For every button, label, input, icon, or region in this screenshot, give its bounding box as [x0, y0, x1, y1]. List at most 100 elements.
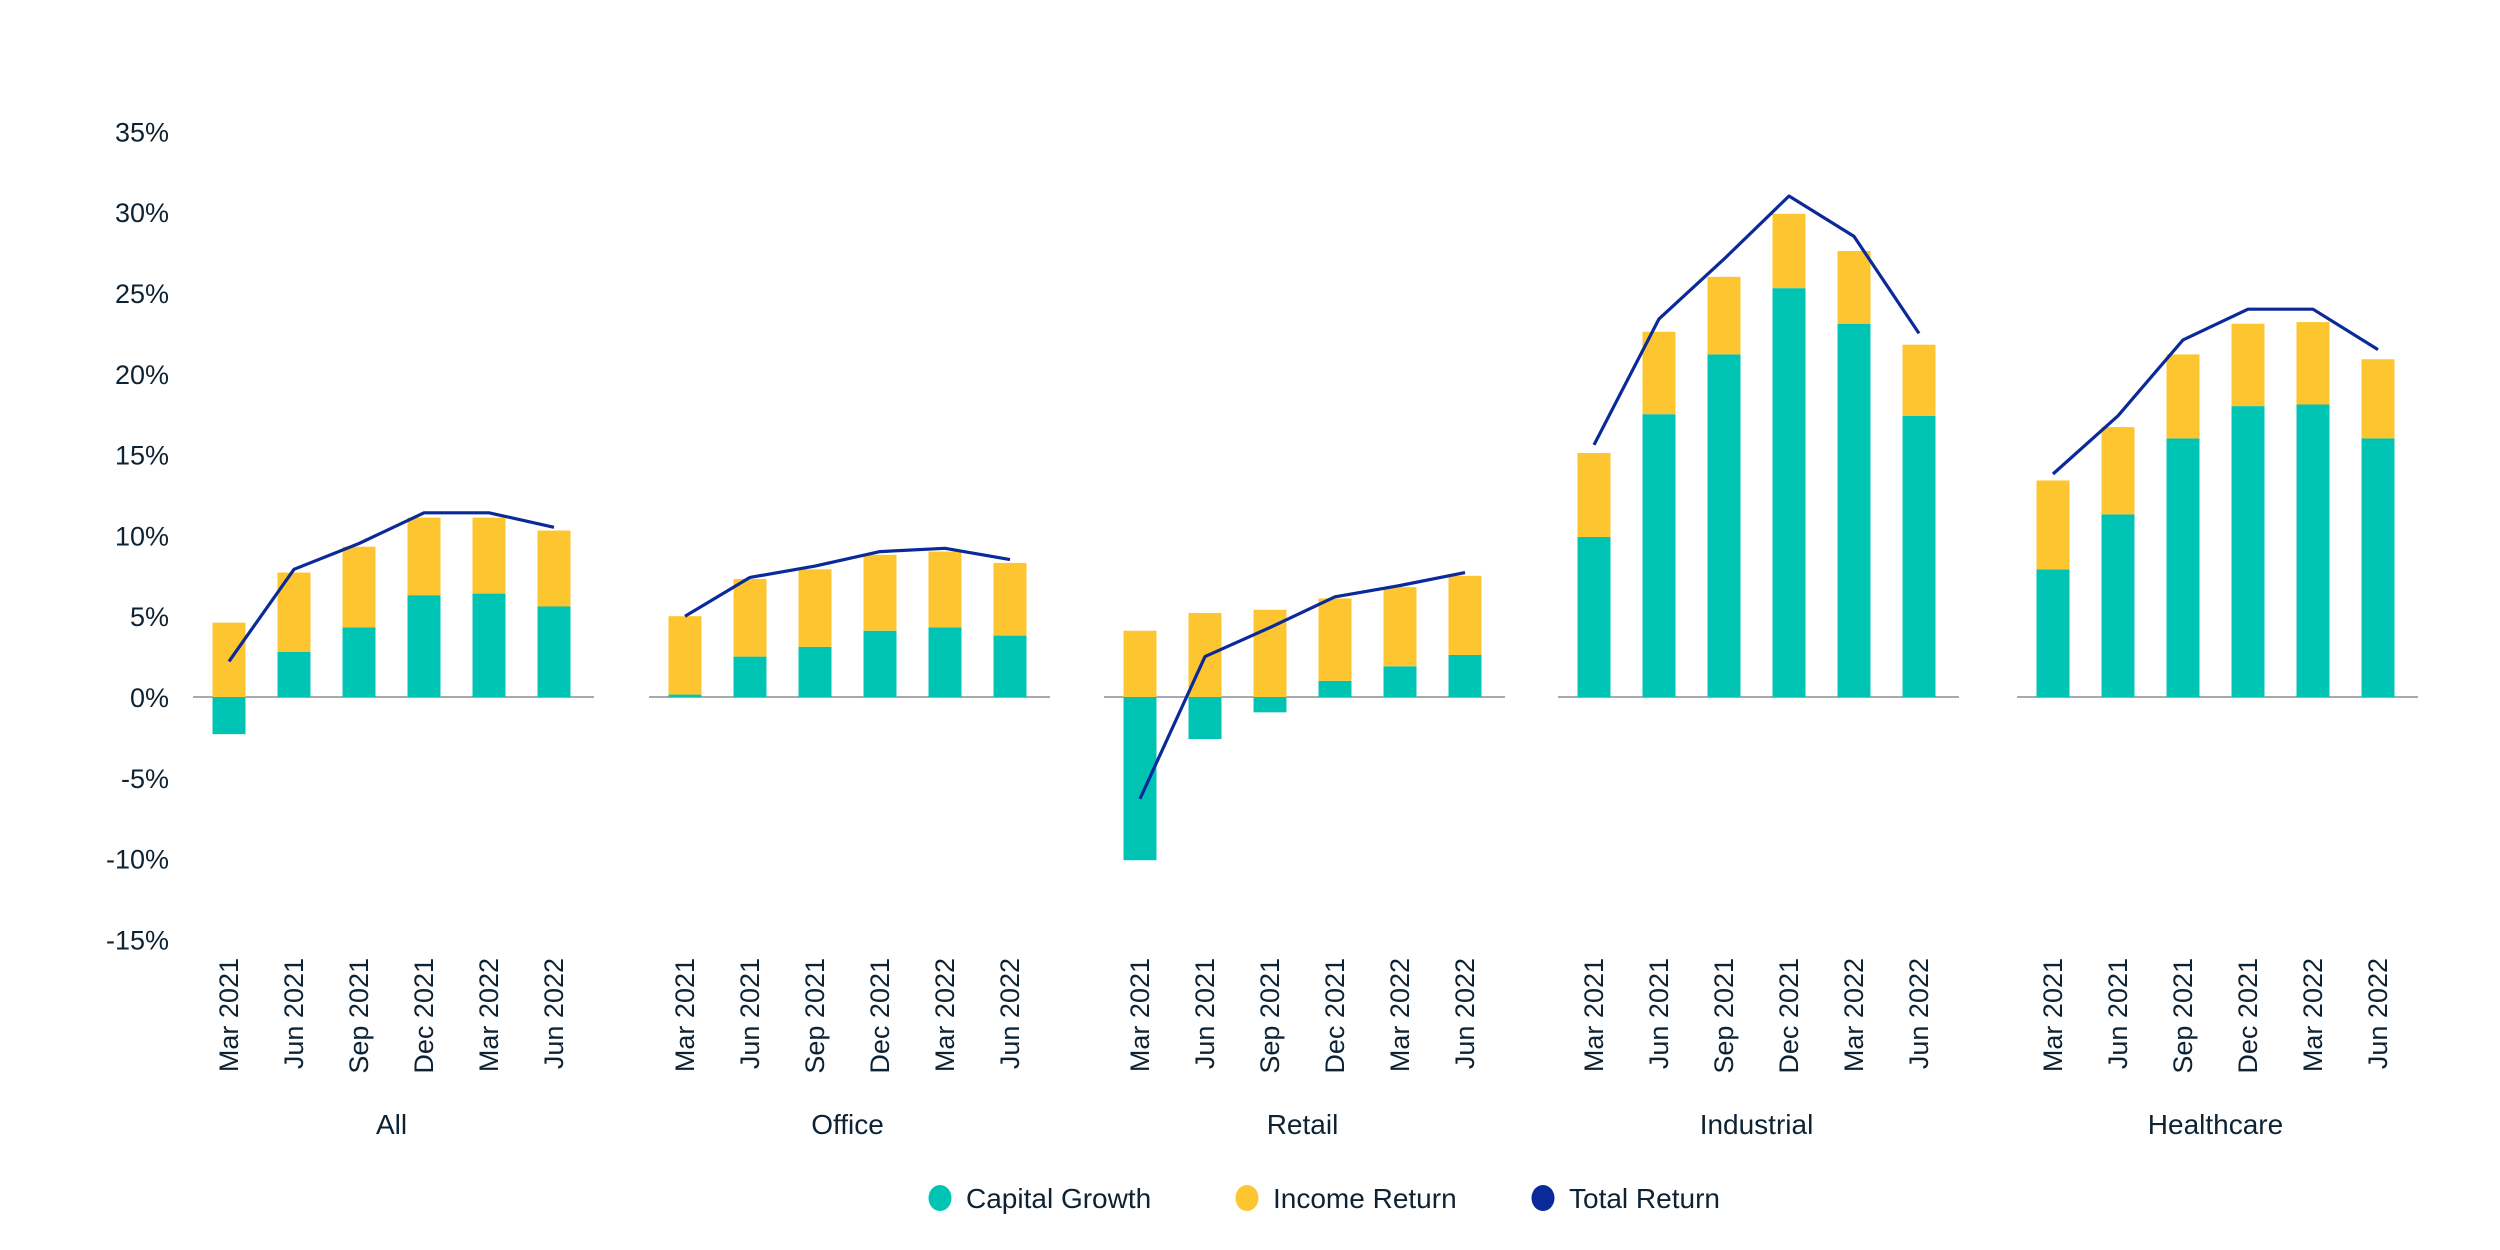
- legend-label: Total Return: [1569, 1183, 1720, 1214]
- group-healthcare: Mar 2021 Jun 2021 Sep 2021 Dec 2021 Mar 2022…: [2017, 307, 2418, 1140]
- x-tick-label: Mar 2021: [1125, 958, 1155, 1072]
- bar-income-return: [2166, 354, 2200, 439]
- legend-item-total-return: Total Return: [1531, 1183, 1720, 1214]
- bar-income-return: [1123, 630, 1157, 697]
- group-office: Mar 2021 Jun 2021 Sep 2021 Dec 2021 Mar 2022…: [649, 546, 1050, 1140]
- x-tick-label: Mar 2021: [1579, 958, 1609, 1072]
- x-tick-label: Sep 2021: [2168, 958, 2198, 1074]
- bar-capital-growth: [1123, 697, 1157, 861]
- bar-capital-growth: [1448, 654, 1482, 697]
- bar-capital-growth: [407, 595, 441, 697]
- bar-income-return: [407, 517, 441, 596]
- legend-item-income-return: Income Return: [1235, 1183, 1457, 1214]
- x-tick-label: Mar 2022: [1839, 958, 1869, 1072]
- y-tick-label: 0%: [130, 683, 169, 713]
- bar-capital-growth: [277, 651, 311, 697]
- x-tick-label: Sep 2021: [800, 958, 830, 1074]
- bar-income-return: [2036, 480, 2070, 570]
- x-tick-label: Mar 2022: [1385, 958, 1415, 1072]
- group-label: Office: [811, 1109, 884, 1140]
- x-tick-label: Mar 2022: [930, 958, 960, 1072]
- bar-capital-growth: [2101, 514, 2135, 697]
- line-total-return: [1592, 194, 1921, 446]
- bar-income-return: [1383, 587, 1417, 667]
- x-tick-label: Mar 2022: [474, 958, 504, 1072]
- chart-groups: Mar 2021 Jun 2021 Sep 2021 Dec 2021 Mar 2022…: [193, 194, 2418, 1140]
- x-tick-label: Mar 2021: [670, 958, 700, 1072]
- x-tick-label: Sep 2021: [1709, 958, 1739, 1074]
- legend-label: Income Return: [1273, 1183, 1457, 1214]
- bar-capital-growth: [1253, 697, 1287, 713]
- y-tick-label: 20%: [115, 360, 169, 390]
- bar-capital-growth: [2166, 438, 2200, 697]
- bar-capital-growth: [342, 627, 376, 697]
- bar-capital-growth: [1707, 354, 1741, 697]
- bar-capital-growth: [1188, 697, 1222, 740]
- line-total-return: [2051, 307, 2379, 476]
- x-tick-label: Dec 2021: [1320, 958, 1350, 1074]
- bar-capital-growth: [928, 627, 962, 697]
- bar-income-return: [733, 579, 767, 657]
- group-label: Healthcare: [2148, 1109, 2283, 1140]
- bar-capital-growth: [2361, 438, 2395, 697]
- bar-capital-growth: [733, 656, 767, 697]
- group-industrial: Mar 2021 Jun 2021 Sep 2021 Dec 2021 Mar 2022…: [1558, 194, 1959, 1140]
- y-tick-label: 25%: [115, 279, 169, 309]
- legend: Capital Growth Income Return Total Return: [928, 1183, 1720, 1214]
- bar-income-return: [2296, 322, 2330, 405]
- bar-capital-growth: [1318, 680, 1352, 697]
- x-tick-label: Dec 2021: [2233, 958, 2263, 1074]
- bar-income-return: [863, 554, 897, 631]
- group-label: Industrial: [1700, 1109, 1814, 1140]
- bar-income-return: [1448, 575, 1482, 655]
- y-tick-label: -5%: [121, 764, 169, 794]
- x-tick-label: Sep 2021: [344, 958, 374, 1074]
- bar-capital-growth: [2296, 404, 2330, 697]
- bar-income-return: [1772, 213, 1806, 289]
- y-tick-label: 5%: [130, 602, 169, 632]
- bar-income-return: [342, 546, 376, 628]
- y-tick-label: -15%: [106, 925, 169, 955]
- x-tick-label: Jun 2021: [1190, 958, 1220, 1069]
- x-tick-label: Jun 2022: [539, 958, 569, 1069]
- y-axis: 35% 30% 25% 20% 15% 10% 5% 0% -5% -10% -15%: [106, 117, 169, 955]
- bar-capital-growth: [1642, 414, 1676, 697]
- bar-capital-growth: [1577, 537, 1611, 697]
- bar-income-return: [993, 562, 1027, 636]
- x-tick-label: Sep 2021: [1255, 958, 1285, 1074]
- bar-capital-growth: [798, 646, 832, 697]
- bar-income-return: [798, 569, 832, 647]
- x-tick-label: Jun 2021: [2103, 958, 2133, 1069]
- bar-capital-growth: [1837, 323, 1871, 697]
- x-tick-label: Mar 2022: [2298, 958, 2328, 1072]
- bar-capital-growth: [537, 606, 571, 697]
- bar-income-return: [668, 616, 702, 695]
- legend-swatch: [1531, 1185, 1555, 1211]
- bar-capital-growth: [472, 593, 506, 697]
- y-tick-label: 10%: [115, 521, 169, 551]
- bar-income-return: [1318, 598, 1352, 681]
- y-tick-label: 35%: [115, 117, 169, 147]
- x-tick-label: Mar 2021: [2038, 958, 2068, 1072]
- x-tick-label: Dec 2021: [1774, 958, 1804, 1074]
- x-tick-label: Jun 2022: [995, 958, 1025, 1069]
- group-all: Mar 2021 Jun 2021 Sep 2021 Dec 2021 Mar 2022…: [193, 511, 594, 1140]
- x-tick-label: Jun 2021: [1644, 958, 1674, 1069]
- bar-capital-growth: [1772, 288, 1806, 697]
- group-label: Retail: [1267, 1109, 1339, 1140]
- bar-income-return: [1707, 276, 1741, 355]
- bar-capital-growth: [1902, 415, 1936, 697]
- x-tick-label: Dec 2021: [409, 958, 439, 1074]
- bar-capital-growth: [2036, 569, 2070, 697]
- y-tick-label: 15%: [115, 441, 169, 471]
- bar-income-return: [2231, 323, 2265, 407]
- legend-swatch: [1235, 1185, 1259, 1211]
- group-label: All: [376, 1109, 407, 1140]
- bar-income-return: [537, 530, 571, 607]
- bar-capital-growth: [2231, 406, 2265, 697]
- x-tick-label: Jun 2022: [1450, 958, 1480, 1069]
- bar-income-return: [1902, 344, 1936, 416]
- x-tick-label: Mar 2021: [214, 958, 244, 1072]
- group-retail: Mar 2021 Jun 2021 Sep 2021 Dec 2021 Mar 2022…: [1104, 571, 1505, 1140]
